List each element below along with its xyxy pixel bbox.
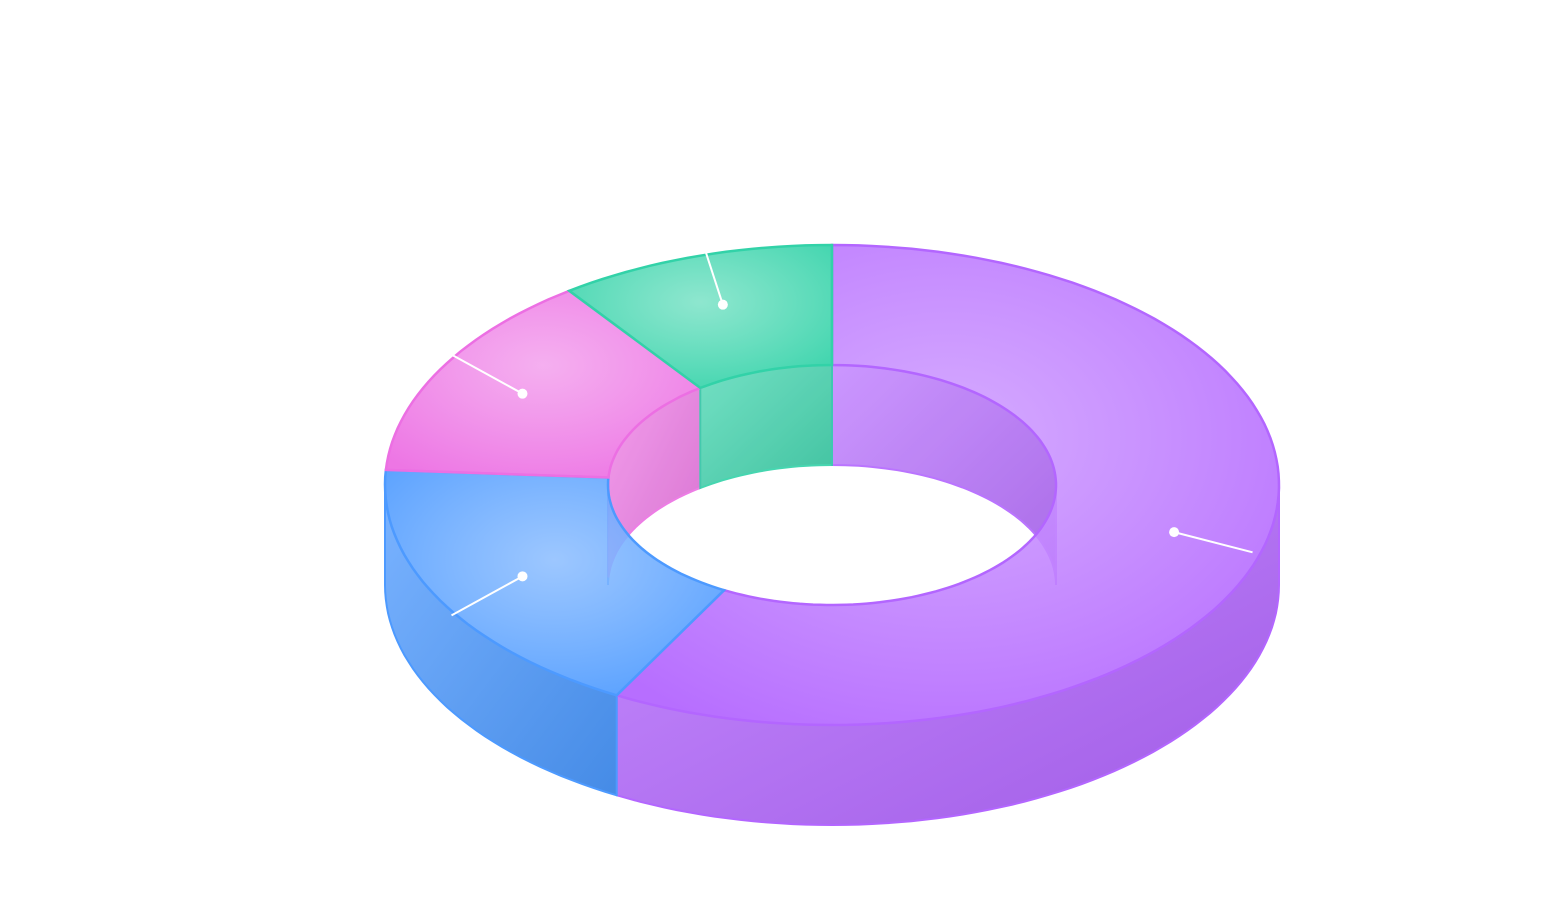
leader-line: [451, 575, 523, 617]
leader-dot: [1169, 527, 1180, 538]
leader-dot: [517, 388, 528, 399]
slice-inner-wall: [699, 363, 833, 490]
leader-line: [696, 227, 724, 305]
leader-dot: [517, 571, 528, 582]
leader-line: [451, 353, 523, 395]
slice-3[interactable]: [566, 243, 834, 390]
leader-dot: [717, 299, 728, 310]
leader-line: [1173, 531, 1253, 554]
